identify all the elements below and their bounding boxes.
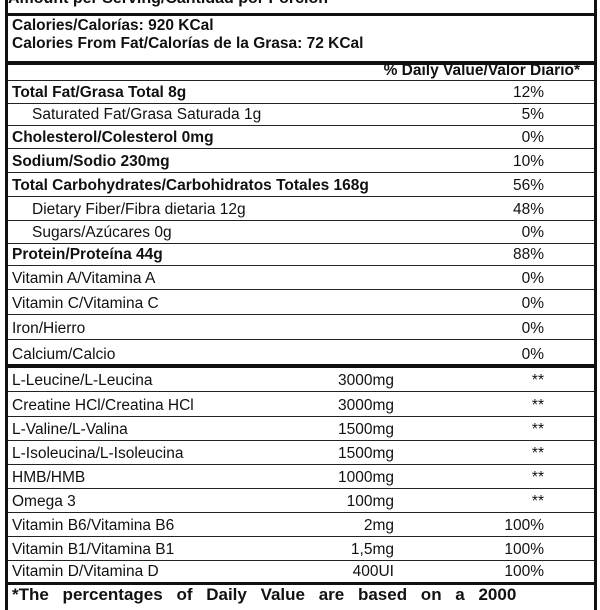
- nutrient-name: Calcium/Calcio: [12, 346, 116, 363]
- supplement-dv: 100%: [504, 517, 544, 534]
- nutrient-row: Cholesterol/Colesterol 0mg 0%: [8, 126, 594, 149]
- supplement-name: HMB/HMB: [12, 469, 86, 486]
- nutrient-name: Total Fat/Grasa Total 8g: [12, 84, 187, 101]
- nutrient-row: Iron/Hierro 0%: [8, 315, 594, 340]
- nutrient-name: Cholesterol/Colesterol 0mg: [12, 129, 214, 146]
- supplement-row: L-Valine/L-Valina 1500mg **: [8, 417, 594, 441]
- supplement-dv: **: [531, 421, 544, 438]
- nutrient-dv: 48%: [512, 201, 544, 218]
- supplement-name: L-Leucine/L-Leucina: [12, 372, 153, 389]
- nutrient-dv: 88%: [512, 246, 544, 263]
- supplement-amount: 1000mg: [337, 469, 394, 486]
- supplement-amount: 1500mg: [337, 421, 394, 438]
- nutrient-row: Total Carbohydrates/Carbohidratos Totale…: [8, 173, 594, 197]
- supplement-row: Vitamin B6/Vitamina B6 2mg 100%: [8, 513, 594, 537]
- supplement-name: Vitamin B1/Vitamina B1: [12, 541, 175, 558]
- nutrient-dv: 0%: [521, 270, 544, 287]
- nutrient-row: Total Fat/Grasa Total 8g 12%: [8, 81, 594, 104]
- nutrient-dv: 10%: [512, 153, 544, 170]
- nutrient-dv: 56%: [512, 177, 544, 194]
- nutrient-dv: 5%: [521, 106, 544, 123]
- supplement-amount: 1,5mg: [350, 541, 394, 558]
- divider: [5, 61, 597, 65]
- supplement-amount: 3000mg: [337, 397, 394, 414]
- nutrient-row: Sodium/Sodio 230mg 10%: [8, 149, 594, 173]
- nutrient-row: Calcium/Calcio 0%: [8, 340, 594, 365]
- supplement-amount: 400UI: [352, 563, 394, 580]
- supplement-row: HMB/HMB 1000mg **: [8, 465, 594, 489]
- nutrient-dv: 0%: [521, 320, 544, 337]
- nutrient-row: Vitamin C/Vitamina C 0%: [8, 290, 594, 315]
- supplement-row: Creatine HCl/Creatina HCl 3000mg **: [8, 392, 594, 417]
- divider: [5, 364, 597, 368]
- divider: [5, 582, 597, 585]
- serving-header: Amount per Serving/Cantidad por Porción: [8, 0, 328, 8]
- supplement-dv: **: [531, 445, 544, 462]
- supplement-amount: 3000mg: [337, 372, 394, 389]
- supplement-name: Vitamin B6/Vitamina B6: [12, 517, 175, 534]
- supplement-name: L-Valine/L-Valina: [12, 421, 128, 438]
- calories: Calories/Calorías: 920 KCal: [12, 17, 214, 34]
- nutrient-dv: 0%: [521, 295, 544, 312]
- nutrient-name: Protein/Proteína 44g: [12, 246, 163, 263]
- nutrient-row: Dietary Fiber/Fibra dietaria 12g 48%: [8, 197, 594, 221]
- nutrient-row: Saturated Fat/Grasa Saturada 1g 5%: [8, 104, 594, 126]
- supplement-name: Creatine HCl/Creatina HCl: [12, 397, 194, 414]
- nutrient-name: Vitamin C/Vitamina C: [12, 295, 159, 312]
- supplement-row: Vitamin D/Vitamina D 400UI 100%: [8, 561, 594, 582]
- nutrient-row: Vitamin A/Vitamina A 0%: [8, 266, 594, 290]
- supplement-name: Omega 3: [12, 493, 76, 510]
- nutrient-row: Protein/Proteína 44g 88%: [8, 244, 594, 266]
- nutrition-label: [5, 0, 597, 610]
- nutrient-row: Sugars/Azúcares 0g 0%: [8, 221, 594, 244]
- supplement-row: L-Leucine/L-Leucina 3000mg **: [8, 368, 594, 392]
- supplement-row: Vitamin B1/Vitamina B1 1,5mg 100%: [8, 537, 594, 561]
- nutrient-dv: 12%: [512, 84, 544, 101]
- supplement-amount: 2mg: [363, 517, 394, 534]
- supplement-row: L-Isoleucina/L-Isoleucina 1500mg **: [8, 441, 594, 465]
- supplement-dv: 100%: [504, 563, 544, 580]
- calories-from-fat: Calories From Fat/Calorías de la Grasa: …: [12, 35, 364, 52]
- nutrient-name: Total Carbohydrates/Carbohidratos Totale…: [12, 177, 369, 194]
- nutrient-dv: 0%: [521, 346, 544, 363]
- dv-header-row: % Daily Value/Valor Diario*: [8, 62, 594, 81]
- nutrient-name: Sugars/Azúcares 0g: [32, 224, 172, 241]
- supplement-amount: 100mg: [346, 493, 394, 510]
- footnote: *The percentages of Daily Value are base…: [12, 585, 517, 604]
- dv-header: % Daily Value/Valor Diario*: [383, 62, 580, 79]
- nutrient-name: Sodium/Sodio 230mg: [12, 153, 170, 170]
- supplement-dv: **: [531, 493, 544, 510]
- nutrient-name: Iron/Hierro: [12, 320, 86, 337]
- supplement-name: Vitamin D/Vitamina D: [12, 563, 159, 580]
- nutrient-name: Saturated Fat/Grasa Saturada 1g: [32, 106, 262, 123]
- supplement-name: L-Isoleucina/L-Isoleucina: [12, 445, 184, 462]
- supplement-dv: 100%: [504, 541, 544, 558]
- nutrient-name: Dietary Fiber/Fibra dietaria 12g: [32, 201, 246, 218]
- nutrient-name: Vitamin A/Vitamina A: [12, 270, 156, 287]
- supplement-row: Omega 3 100mg **: [8, 489, 594, 513]
- supplement-dv: **: [531, 397, 544, 414]
- supplement-dv: **: [531, 469, 544, 486]
- supplement-amount: 1500mg: [337, 445, 394, 462]
- divider: [5, 13, 597, 16]
- nutrient-dv: 0%: [521, 224, 544, 241]
- calories-block: Calories/Calorías: 920 KCal Calories Fro…: [12, 17, 363, 53]
- nutrient-dv: 0%: [521, 129, 544, 146]
- supplement-dv: **: [531, 372, 544, 389]
